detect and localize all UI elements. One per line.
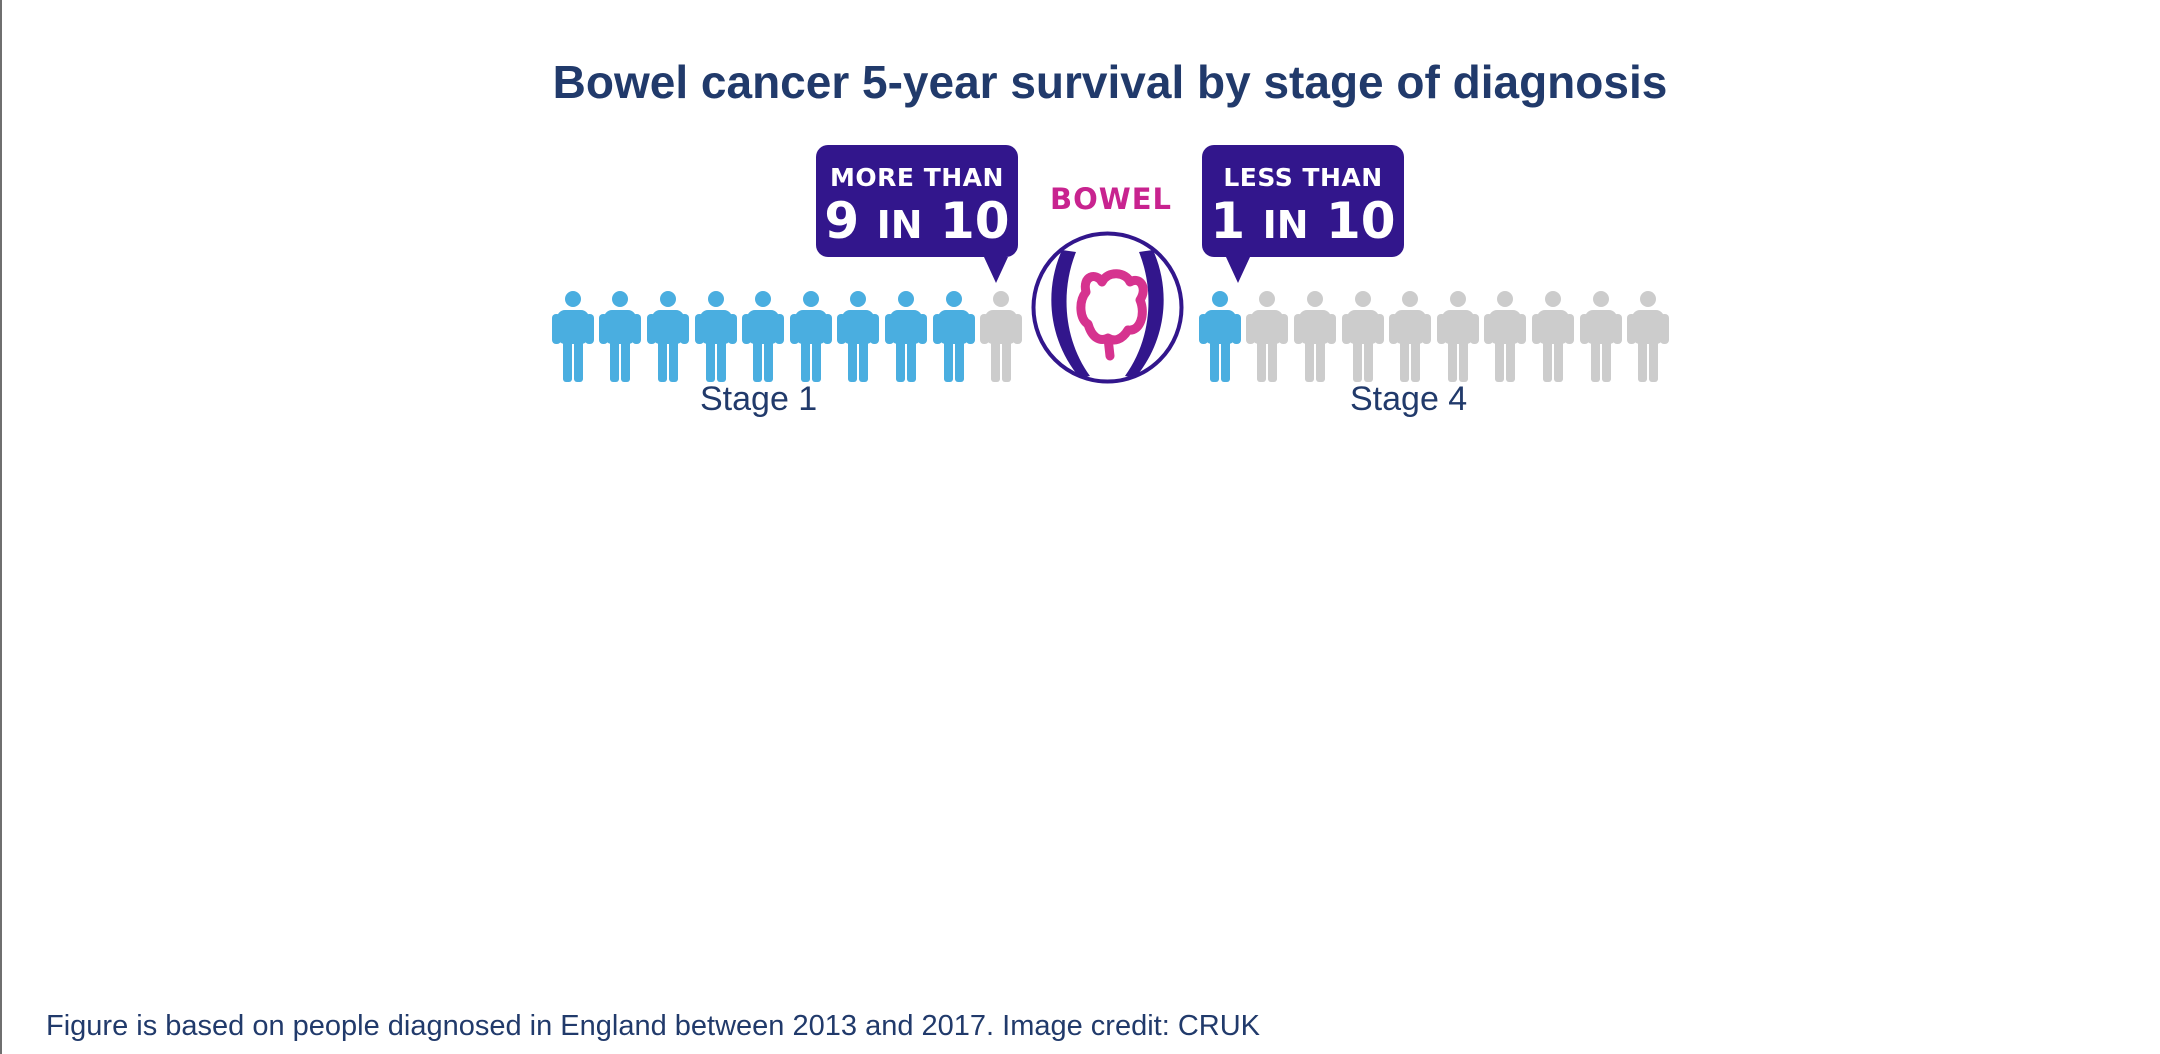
stage1-person-survivor-icon [930,290,978,382]
stage1-callout-in: IN [876,203,923,247]
bowel-icon [1031,231,1184,384]
stage4-person-survivor-icon [1196,290,1244,382]
stage4-person-non-survivor-icon [1244,290,1292,382]
stage1-person-survivor-icon [882,290,930,382]
stage4-person-non-survivor-icon [1577,290,1625,382]
stage1-person-non-survivor-icon [977,290,1025,382]
stage4-person-non-survivor-icon [1339,290,1387,382]
stage1-person-survivor-icon [597,290,645,382]
stage4-callout-total: 10 [1326,192,1396,250]
stage1-callout-total: 10 [940,192,1010,250]
page-title: Bowel cancer 5-year survival by stage of… [552,55,1668,108]
stage1-callout-qualifier: MORE THAN [830,163,1004,192]
stage1-people-row [549,290,1025,382]
stage1-callout: MORE THAN 9 IN 10 [816,145,1018,283]
left-border [0,0,2,1054]
stage1-label: Stage 1 [700,380,818,418]
stage4-people-row [1196,290,1672,382]
stage4-person-non-survivor-icon [1529,290,1577,382]
stage4-callout: LESS THAN 1 IN 10 [1202,145,1404,283]
stage1-person-survivor-icon [692,290,740,382]
stage1-person-survivor-icon [644,290,692,382]
stage4-person-non-survivor-icon [1624,290,1672,382]
stage4-person-non-survivor-icon [1386,290,1434,382]
stage1-person-survivor-icon [835,290,883,382]
stage4-label: Stage 4 [1350,380,1468,418]
stage1-person-survivor-icon [739,290,787,382]
stage1-callout-count: 9 [824,192,860,250]
bowel-label: BOWEL [1050,182,1173,216]
stage4-callout-in: IN [1262,203,1309,247]
stage4-callout-ratio: 1 IN 10 [1202,194,1404,252]
stage1-person-survivor-icon [549,290,597,382]
stage4-person-non-survivor-icon [1434,290,1482,382]
stage4-person-non-survivor-icon [1482,290,1530,382]
footnote: Figure is based on people diagnosed in E… [46,1010,1260,1042]
stage4-person-non-survivor-icon [1291,290,1339,382]
stage4-callout-count: 1 [1210,192,1246,250]
stage1-person-survivor-icon [787,290,835,382]
stage4-callout-qualifier: LESS THAN [1223,163,1383,192]
stage1-callout-ratio: 9 IN 10 [816,194,1018,252]
